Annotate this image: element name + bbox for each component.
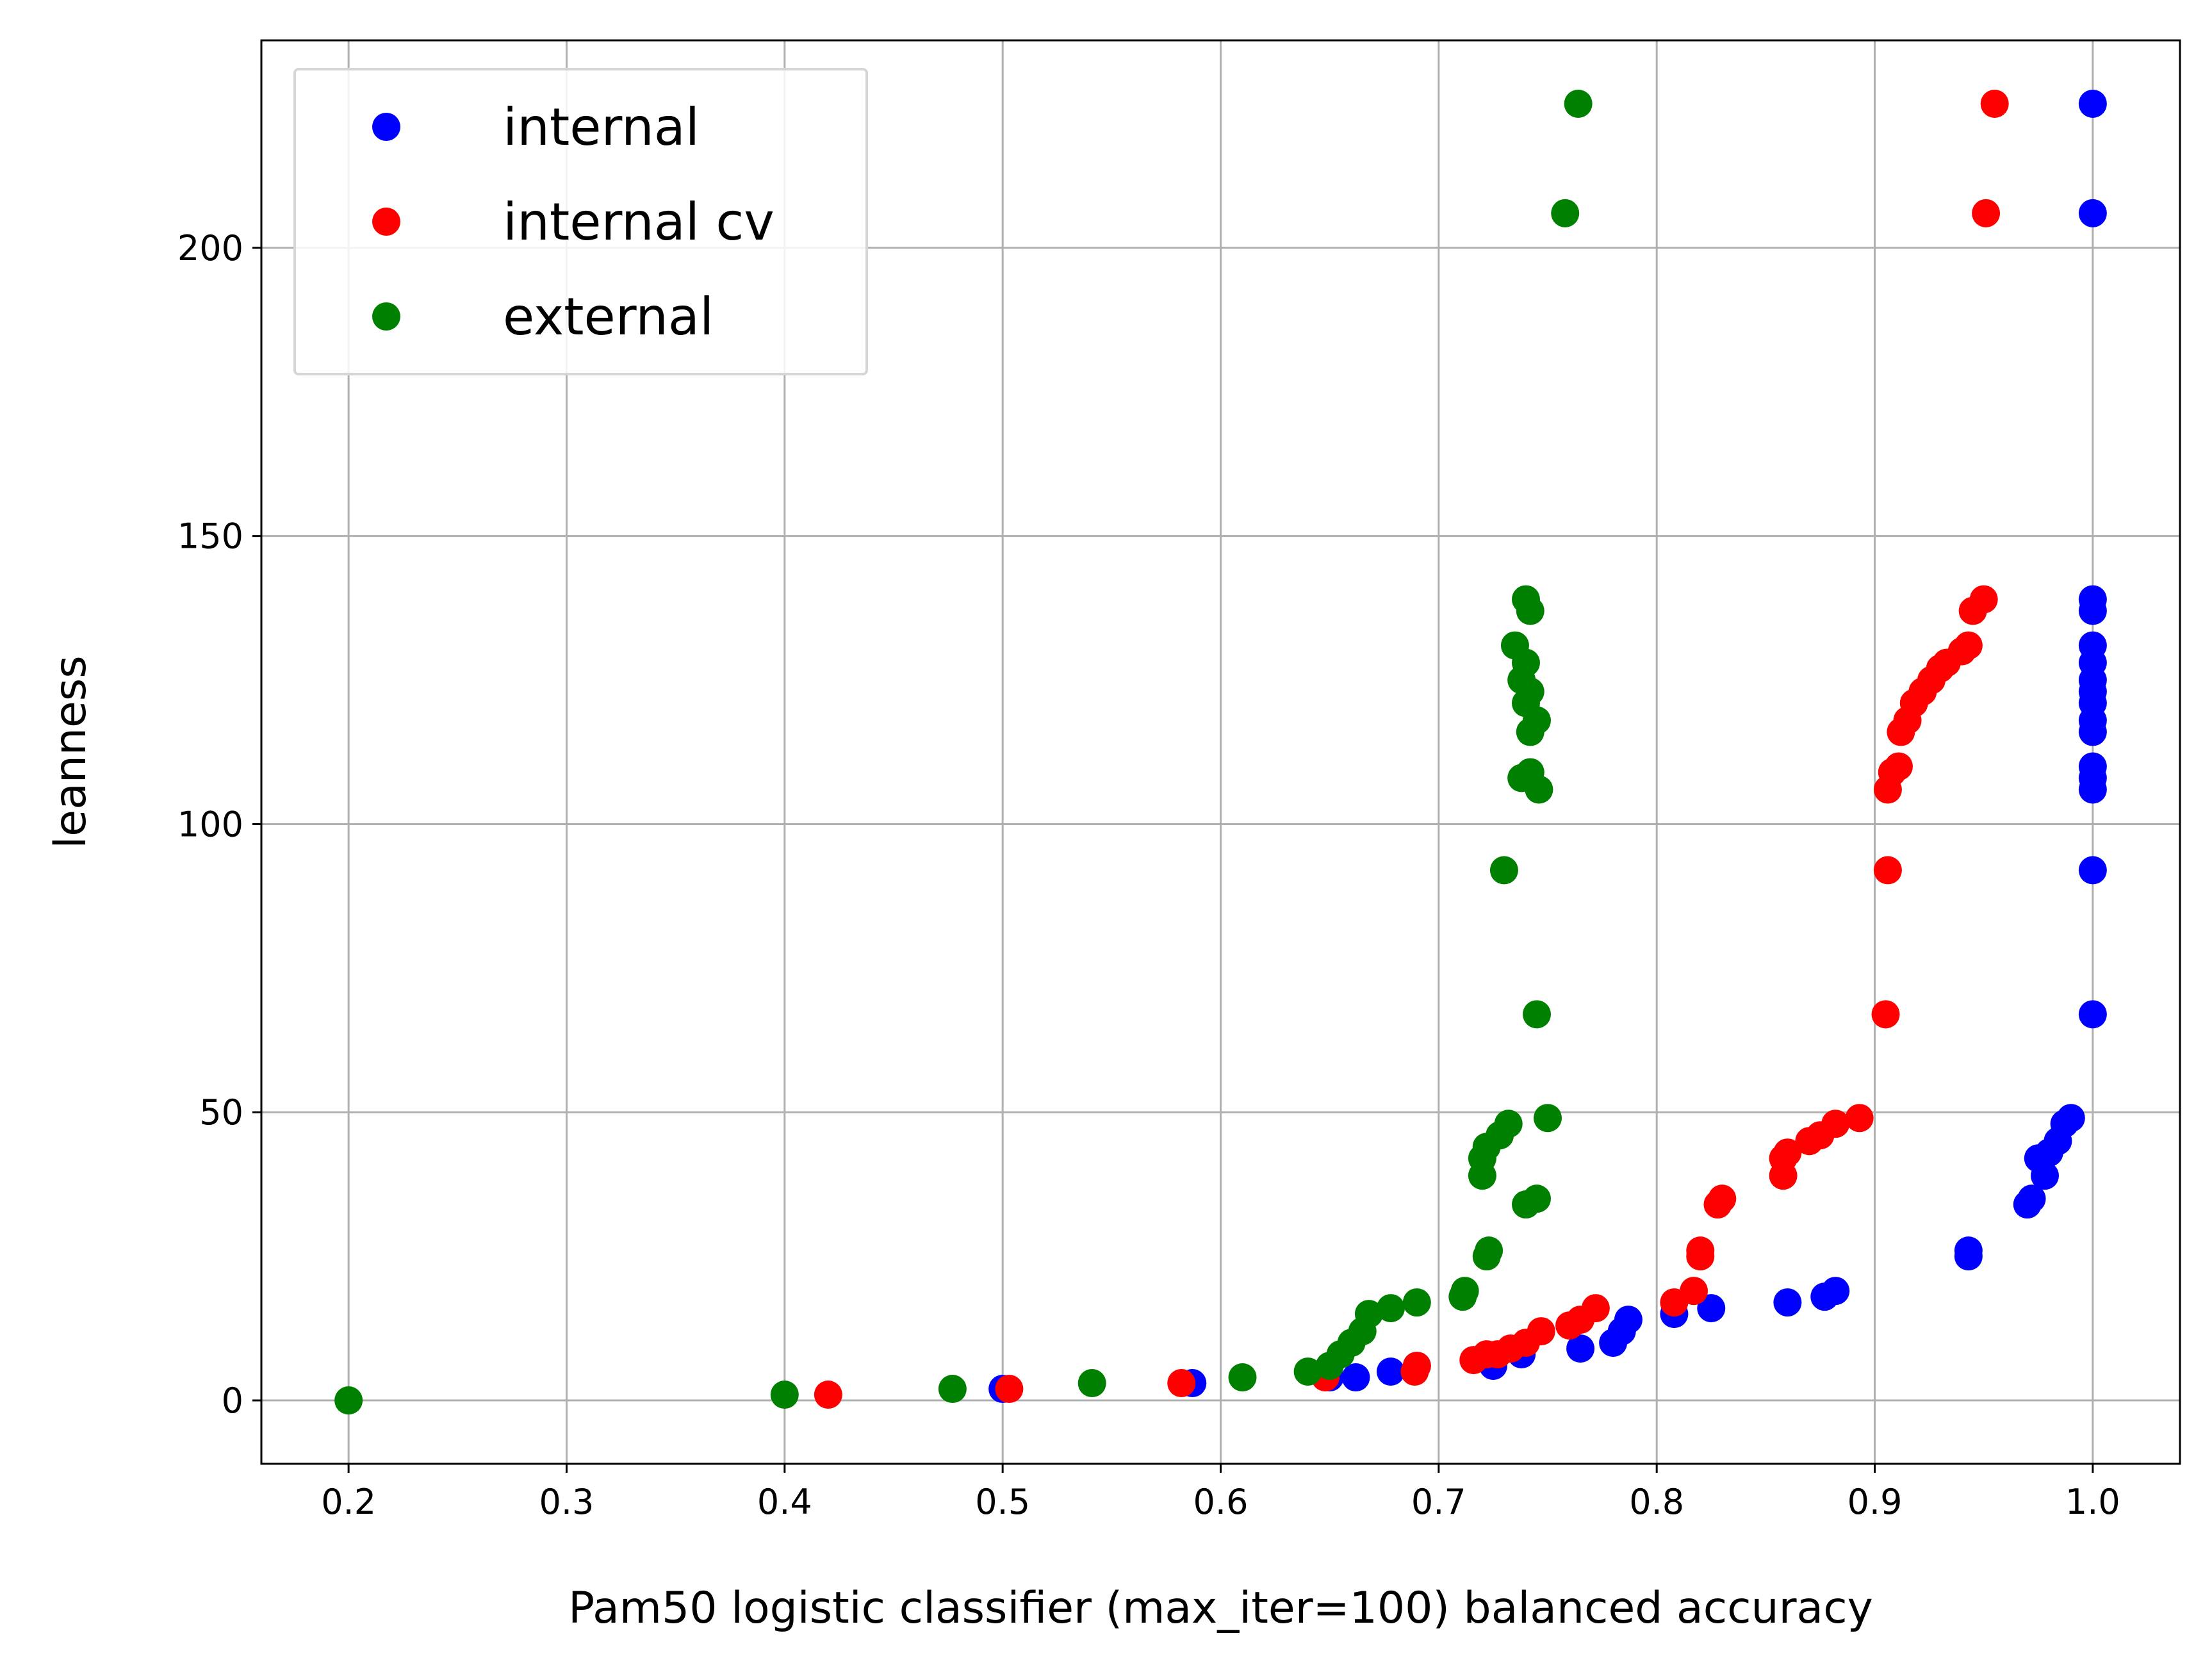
data-point (1341, 1363, 1370, 1392)
data-point (1293, 1357, 1322, 1386)
data-point (938, 1375, 967, 1404)
data-point (1500, 631, 1529, 660)
x-tick-label: 1.0 (2065, 1482, 2120, 1522)
data-point (1228, 1363, 1257, 1392)
series-internal-cv (814, 89, 2009, 1409)
data-point (1821, 1277, 1850, 1306)
data-point (1686, 1236, 1715, 1265)
data-point (2078, 585, 2107, 614)
data-point (1969, 585, 1998, 614)
data-point (2017, 1184, 2046, 1213)
data-point (1566, 1334, 1595, 1363)
data-point (1871, 1000, 1900, 1029)
x-tick-label: 0.2 (321, 1482, 376, 1522)
data-point (2078, 631, 2107, 660)
data-point (1954, 631, 1983, 660)
data-point (1972, 199, 2001, 227)
data-point (1954, 1236, 1983, 1265)
data-point (1376, 1357, 1405, 1386)
data-point (334, 1386, 363, 1415)
legend-label: external (503, 287, 714, 347)
legend-label: internal (503, 97, 700, 157)
data-points (334, 89, 2107, 1415)
data-point (1402, 1288, 1431, 1317)
data-point (1522, 1000, 1551, 1029)
data-point (1845, 1104, 1874, 1133)
data-point (1494, 1110, 1523, 1138)
data-point (1516, 758, 1544, 787)
data-point (1376, 1294, 1405, 1323)
data-point (1821, 1110, 1850, 1138)
data-point (2078, 89, 2107, 118)
y-axis-label: leanness (45, 655, 96, 848)
legend-marker (372, 113, 400, 141)
data-point (1581, 1294, 1610, 1323)
data-point (1489, 856, 1518, 885)
y-tick-label: 100 (177, 804, 243, 844)
data-point (1697, 1294, 1726, 1323)
y-tick-label: 150 (177, 516, 243, 557)
x-axis-label: Pam50 logistic classifier (max_iter=100)… (568, 1583, 1873, 1634)
x-tick-label: 0.3 (539, 1482, 594, 1522)
y-tick-label: 50 (199, 1092, 243, 1133)
data-point (2078, 1000, 2107, 1029)
data-point (1551, 199, 1580, 227)
data-point (1522, 1184, 1551, 1213)
legend-box (293, 68, 868, 375)
data-point (995, 1375, 1024, 1404)
data-point (1708, 1184, 1737, 1213)
data-point (2078, 199, 2107, 227)
x-tick-label: 0.8 (1629, 1482, 1684, 1522)
data-point (1680, 1277, 1708, 1306)
data-point (770, 1381, 799, 1409)
grid (261, 40, 2180, 1464)
legend: internal internal cv external (293, 68, 868, 375)
data-point (1773, 1138, 1802, 1167)
legend-marker (372, 208, 400, 236)
legend-marker (372, 302, 400, 331)
data-point (1980, 89, 2009, 118)
legend-entries: internal internal cv external (372, 97, 774, 347)
data-point (2056, 1104, 2085, 1133)
data-point (1450, 1277, 1479, 1306)
data-point (814, 1381, 842, 1409)
data-point (1167, 1369, 1196, 1398)
x-tick-label: 0.9 (1847, 1482, 1903, 1522)
data-point (1402, 1352, 1431, 1381)
x-tick-label: 0.5 (975, 1482, 1030, 1522)
data-point (1354, 1300, 1383, 1329)
data-point (1884, 752, 1913, 781)
x-tick-label: 0.4 (757, 1482, 812, 1522)
data-point (1614, 1306, 1643, 1334)
x-tick-label: 0.6 (1193, 1482, 1249, 1522)
y-tick-label: 200 (177, 228, 243, 268)
data-point (2078, 752, 2107, 781)
data-point (1534, 1104, 1562, 1133)
y-tick-label: 0 (222, 1381, 243, 1421)
data-point (1873, 856, 1902, 885)
data-point (1564, 89, 1593, 118)
data-point (1475, 1236, 1503, 1265)
data-point (2078, 856, 2107, 885)
data-point (1773, 1288, 1802, 1317)
data-point (1077, 1369, 1106, 1398)
axis-ticks: 0.2 0.3 0.4 0.5 0.6 0.7 0.8 0.9 1.0 0 50 100 150 200 (177, 228, 2120, 1522)
legend-label: internal cv (503, 192, 774, 252)
series-external (334, 89, 1593, 1415)
data-point (1527, 1317, 1555, 1346)
data-point (1511, 585, 1540, 614)
x-tick-label: 0.7 (1411, 1482, 1466, 1522)
